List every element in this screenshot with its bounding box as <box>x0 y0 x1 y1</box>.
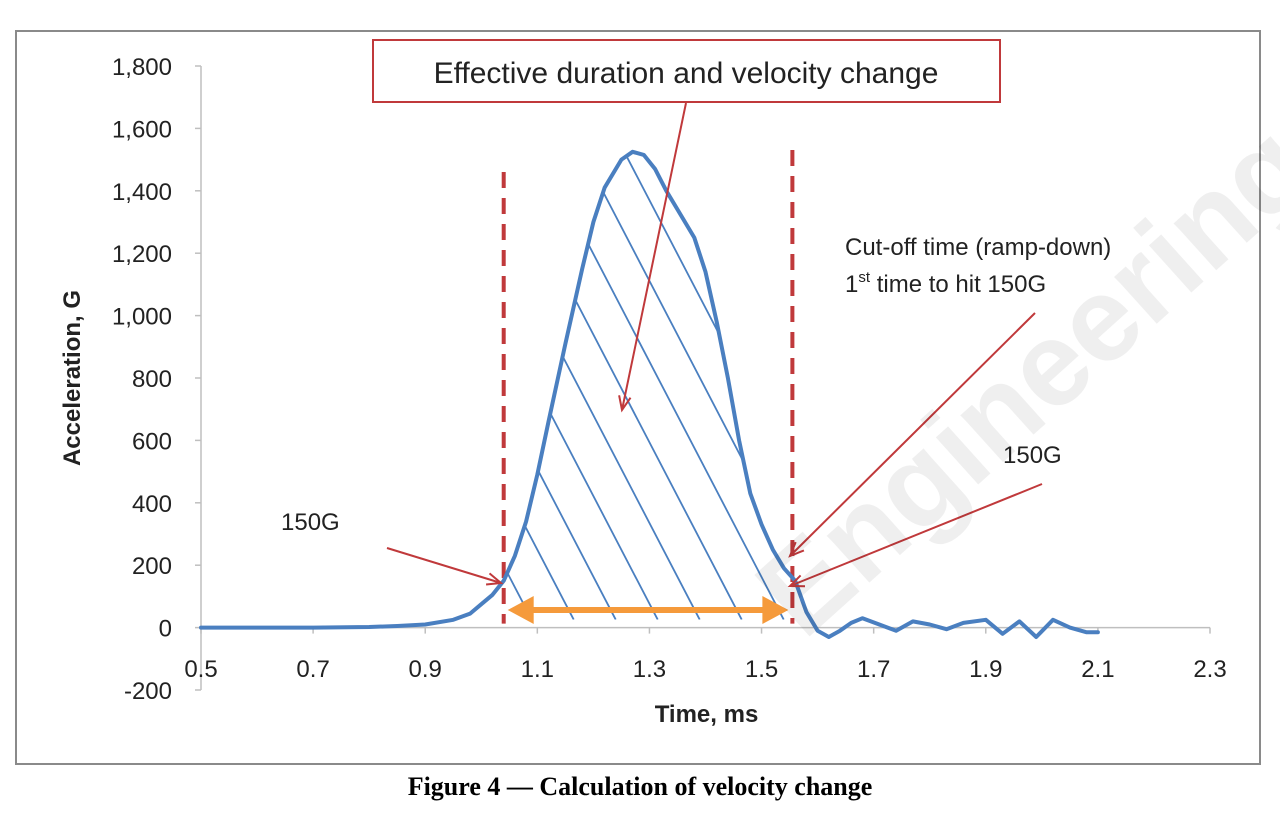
x-tick-label: 1.1 <box>521 656 554 683</box>
hatch-line <box>503 151 701 620</box>
x-tick-label: 0.7 <box>296 656 329 683</box>
x-tick-label: 1.5 <box>745 656 778 683</box>
x-tick-label: 0.9 <box>409 656 442 683</box>
hatch-line <box>1070 120 1280 620</box>
arrow-box-to-area <box>621 102 687 411</box>
label-150g-left: 150G <box>281 509 340 536</box>
cutoff-label-line1: Cut-off time (ramp-down) <box>845 234 1111 261</box>
label-150g-right: 150G <box>1003 442 1062 469</box>
x-tick-label: 1.7 <box>857 656 890 683</box>
hatch-line <box>1028 120 1280 620</box>
arrow-150g-right <box>789 483 1043 587</box>
hatch-line <box>503 151 617 620</box>
y-tick-label: 200 <box>132 553 172 580</box>
hatch-line <box>1112 120 1280 620</box>
x-tick-label: 1.3 <box>633 656 666 683</box>
y-tick-label: -200 <box>124 678 172 705</box>
hatch-line <box>986 120 1246 620</box>
x-tick-label: 1.9 <box>969 656 1002 683</box>
hatch-line <box>648 151 793 620</box>
axes: -200 0 200 400 600 800 1,000 1,200 1,400 1,600 1,8… <box>59 54 1227 728</box>
y-tick-label: 600 <box>132 428 172 455</box>
y-tick-label: 1,600 <box>112 116 172 143</box>
y-tick-label: 1,000 <box>112 304 172 331</box>
arrow-cutoff-label-head <box>788 541 805 558</box>
y-tick-label: 1,400 <box>112 179 172 206</box>
acceleration-series <box>199 149 1100 639</box>
x-axis-title: Time, ms <box>655 701 759 728</box>
annotations: Effective duration and velocity change C… <box>281 39 1111 536</box>
x-tick-label: 0.5 <box>184 656 217 683</box>
y-tick-label: 0 <box>159 616 172 643</box>
hatch-line <box>146 120 406 620</box>
hatch-line <box>902 120 1162 620</box>
title-box-text: Effective duration and velocity change <box>434 57 939 90</box>
hatch-line <box>606 151 793 620</box>
hatch-line <box>1154 120 1280 620</box>
hatch-line <box>503 151 659 620</box>
hatch-line <box>503 151 533 620</box>
acceleration-line <box>199 149 1100 639</box>
hatch-line <box>188 120 448 620</box>
hatch-line <box>503 151 743 620</box>
cutoff-label-line2: 1st time to hit 150G <box>845 269 1046 298</box>
y-tick-label: 1,200 <box>112 241 172 268</box>
duration-arrow-head-left <box>507 596 534 624</box>
y-tick-label: 1,800 <box>112 54 172 81</box>
arrow-150g-right-head <box>787 574 806 588</box>
duration-arrow-head-right <box>762 596 789 624</box>
hatch-line <box>690 151 793 620</box>
title-box <box>372 39 1001 103</box>
hatch-line <box>860 120 1120 620</box>
y-axis-title: Acceleration, G <box>59 290 86 466</box>
annotation-arrows <box>386 102 1043 588</box>
arrow-box-to-area-head <box>618 395 632 413</box>
figure-caption: Figure 4 — Calculation of velocity chang… <box>407 772 873 801</box>
hatch-line <box>230 120 490 620</box>
hatch-line <box>818 120 1078 620</box>
x-tick-label: 2.1 <box>1081 656 1114 683</box>
hatch-line <box>522 151 785 620</box>
arrow-150g-left <box>386 547 502 584</box>
y-tick-label: 800 <box>132 366 172 393</box>
y-tick-label: 400 <box>132 491 172 518</box>
hatch-line <box>564 151 793 620</box>
arrow-150g-left-head <box>485 572 504 586</box>
hatch-line <box>774 151 793 620</box>
x-tick-label: 2.3 <box>1193 656 1226 683</box>
hatched-area <box>146 120 1280 620</box>
hatch-line <box>944 120 1204 620</box>
hatch-line <box>1196 120 1280 620</box>
duration-arrow <box>507 596 789 624</box>
cutoff-lines <box>501 150 795 624</box>
hatch-line <box>503 151 575 620</box>
arrow-cutoff-label <box>789 312 1036 557</box>
